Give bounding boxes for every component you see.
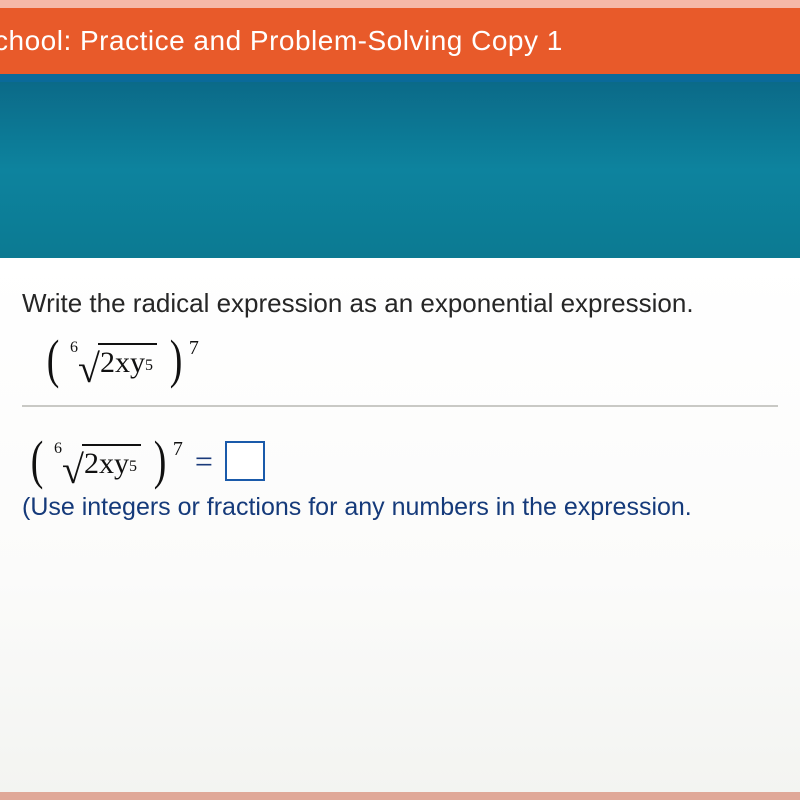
right-paren: ) xyxy=(170,341,183,379)
radicand-exponent-2: 5 xyxy=(129,459,137,475)
answer-input[interactable] xyxy=(225,441,265,481)
answer-row: ( 6 √ 2xy 5 ) 7 = xyxy=(28,441,778,481)
problem-panel: Write the radical expression as an expon… xyxy=(0,258,800,792)
window-title: chool: Practice and Problem-Solving Copy… xyxy=(0,25,563,57)
divider xyxy=(22,405,778,407)
window-title-bar: chool: Practice and Problem-Solving Copy… xyxy=(0,0,800,74)
equals-sign: = xyxy=(195,443,213,480)
header-band xyxy=(0,82,800,258)
outer-exponent: 7 xyxy=(189,337,199,360)
answer-hint: (Use integers or fractions for any numbe… xyxy=(22,491,778,525)
left-paren: ( xyxy=(47,341,60,379)
surd-symbol: √ xyxy=(78,357,100,381)
radical-index-2: 6 xyxy=(54,440,62,458)
radicand-base-2: 2xy xyxy=(84,449,129,479)
vinculum: 2xy 5 xyxy=(98,343,157,379)
vinculum-2: 2xy 5 xyxy=(82,444,141,480)
accent-stripe xyxy=(0,74,800,82)
problem-prompt: Write the radical expression as an expon… xyxy=(22,286,778,321)
outer-exponent-2: 7 xyxy=(173,438,183,461)
right-paren-2: ) xyxy=(154,442,167,480)
problem-expression: ( 6 √ 2xy 5 ) 7 xyxy=(44,341,778,379)
radicand-base: 2xy xyxy=(100,348,145,378)
radicand: 2xy 5 xyxy=(100,346,153,378)
radical-icon-2: 6 √ 2xy 5 xyxy=(56,442,141,480)
radicand-2: 2xy 5 xyxy=(84,447,137,479)
answer-expression: ( 6 √ 2xy 5 ) 7 xyxy=(28,442,183,480)
radical-index: 6 xyxy=(70,339,78,357)
left-paren-2: ( xyxy=(31,442,44,480)
surd-symbol-2: √ xyxy=(62,458,84,482)
app-frame: chool: Practice and Problem-Solving Copy… xyxy=(0,0,800,800)
radicand-exponent: 5 xyxy=(145,358,153,374)
radical-icon: 6 √ 2xy 5 xyxy=(72,341,157,379)
